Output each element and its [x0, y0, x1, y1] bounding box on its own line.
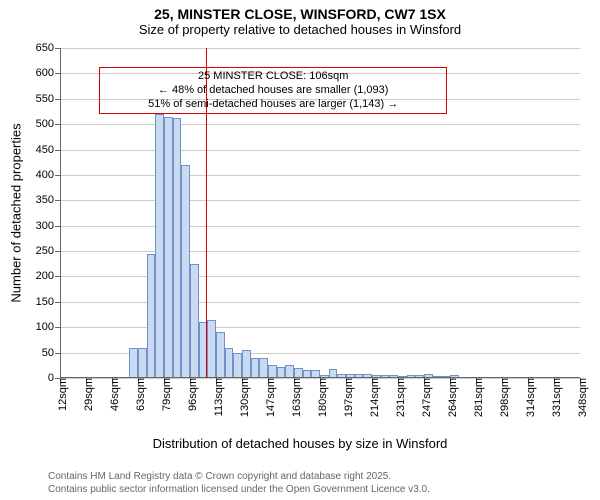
- y-axis-title: Number of detached properties: [9, 123, 24, 302]
- grid-line: [60, 327, 580, 328]
- y-tick-label: 300: [36, 220, 60, 232]
- histogram-bar: [173, 118, 182, 378]
- x-tick-label: 247sqm: [415, 378, 433, 417]
- histogram-bar: [207, 320, 216, 378]
- grid-line: [60, 226, 580, 227]
- x-tick-label: 12sqm: [51, 378, 69, 411]
- x-tick-label: 314sqm: [519, 378, 537, 417]
- histogram-bar: [155, 114, 164, 378]
- y-axis-line: [60, 48, 61, 378]
- y-tick-label: 650: [36, 42, 60, 54]
- y-tick-label: 250: [36, 245, 60, 257]
- histogram-bar: [259, 358, 268, 378]
- annotation-line: 25 MINSTER CLOSE: 106sqm: [106, 70, 440, 84]
- grid-line: [60, 124, 580, 125]
- annotation-line: 51% of semi-detached houses are larger (…: [106, 98, 440, 112]
- histogram-bar: [216, 332, 225, 378]
- histogram-bar: [251, 358, 260, 378]
- chart-title-line2: Size of property relative to detached ho…: [0, 22, 600, 41]
- grid-line: [60, 150, 580, 151]
- x-tick-label: 29sqm: [77, 378, 95, 411]
- histogram-chart: 25, MINSTER CLOSE, WINSFORD, CW7 1SX Siz…: [0, 0, 600, 500]
- histogram-bar: [190, 264, 199, 378]
- x-tick-label: 46sqm: [103, 378, 121, 411]
- y-tick-label: 100: [36, 321, 60, 333]
- grid-line: [60, 200, 580, 201]
- x-tick-label: 79sqm: [155, 378, 173, 411]
- y-tick-label: 200: [36, 270, 60, 282]
- x-tick-label: 163sqm: [285, 378, 303, 417]
- chart-title-line1: 25, MINSTER CLOSE, WINSFORD, CW7 1SX: [0, 0, 600, 22]
- x-tick-label: 264sqm: [441, 378, 459, 417]
- y-tick-label: 450: [36, 144, 60, 156]
- grid-line: [60, 48, 580, 49]
- annotation-line: ← 48% of detached houses are smaller (1,…: [106, 84, 440, 98]
- histogram-bar: [164, 117, 173, 378]
- x-tick-label: 231sqm: [389, 378, 407, 417]
- y-tick-label: 400: [36, 169, 60, 181]
- histogram-bar: [233, 353, 242, 378]
- x-tick-label: 214sqm: [363, 378, 381, 417]
- x-axis-title: Distribution of detached houses by size …: [0, 436, 600, 451]
- histogram-bar: [181, 165, 190, 378]
- footer-line1: Contains HM Land Registry data © Crown c…: [48, 471, 592, 484]
- grid-line: [60, 251, 580, 252]
- x-tick-label: 63sqm: [129, 378, 147, 411]
- x-tick-label: 96sqm: [181, 378, 199, 411]
- histogram-bar: [129, 348, 138, 378]
- x-tick-label: 281sqm: [467, 378, 485, 417]
- x-tick-label: 298sqm: [493, 378, 511, 417]
- x-tick-label: 113sqm: [207, 378, 225, 416]
- x-tick-label: 331sqm: [545, 378, 563, 417]
- y-tick-label: 350: [36, 194, 60, 206]
- annotation-box: 25 MINSTER CLOSE: 106sqm← 48% of detache…: [99, 67, 447, 114]
- x-tick-label: 180sqm: [311, 378, 329, 417]
- y-tick-label: 150: [36, 296, 60, 308]
- x-tick-label: 197sqm: [337, 378, 355, 417]
- plot-area: 0501001502002503003504004505005506006501…: [60, 48, 580, 378]
- y-tick-label: 600: [36, 67, 60, 79]
- footer-attribution: Contains HM Land Registry data © Crown c…: [48, 471, 592, 496]
- histogram-bar: [242, 350, 251, 378]
- x-tick-label: 147sqm: [259, 378, 277, 417]
- histogram-bar: [147, 254, 156, 378]
- grid-line: [60, 175, 580, 176]
- grid-line: [60, 302, 580, 303]
- x-tick-label: 130sqm: [233, 378, 251, 417]
- x-tick-label: 348sqm: [571, 378, 589, 417]
- footer-line2: Contains public sector information licen…: [48, 484, 592, 497]
- histogram-bar: [138, 348, 147, 378]
- y-tick-label: 500: [36, 118, 60, 130]
- grid-line: [60, 276, 580, 277]
- y-tick-label: 550: [36, 93, 60, 105]
- x-axis-line: [60, 377, 580, 378]
- y-tick-label: 50: [42, 347, 60, 359]
- histogram-bar: [225, 348, 234, 378]
